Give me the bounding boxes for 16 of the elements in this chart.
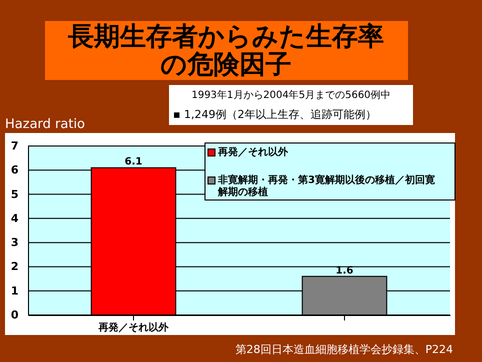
text: ▪ 1,249例（2年以上生存、追跡可能例） [173, 108, 376, 121]
y-tick-label: 3 [10, 236, 18, 250]
legend-label: 再発／それ以外 [217, 146, 289, 158]
y-axis-title: Hazard ratio [5, 117, 86, 132]
y-tick-label: 6 [10, 164, 19, 177]
data-label: 6.1 [124, 156, 142, 168]
y-tick-label: 2 [10, 260, 18, 274]
chart-title: 長期生存者からみた生存率の危険因子 [67, 22, 384, 80]
y-tick-label: 1 [10, 284, 18, 298]
y-tick-label: 0 [10, 308, 19, 322]
legend-label: 非寛解期・再発・第3寛解期以後の移植／初回寛解期の移植 [217, 174, 435, 198]
y-tick-label: 4 [10, 212, 19, 225]
y-tick-label: 7 [10, 140, 18, 152]
text: 第28回日本造血細胞移植学会抄録集、P224 [235, 343, 453, 356]
chart-subtitle: 1993年1月から2004年5月までの5660例中 [191, 89, 391, 101]
y-tick-label: 5 [10, 188, 18, 201]
